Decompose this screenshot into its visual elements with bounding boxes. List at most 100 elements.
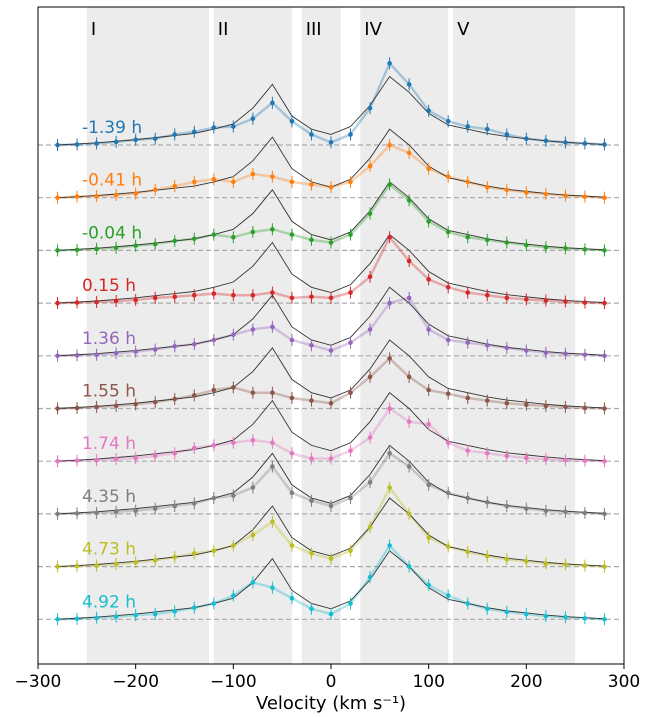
series-label: 0.15 h bbox=[82, 276, 136, 296]
data-point bbox=[484, 126, 490, 132]
data-point bbox=[231, 493, 236, 498]
data-point bbox=[270, 440, 275, 446]
data-point bbox=[406, 198, 412, 203]
data-point bbox=[582, 141, 588, 146]
data-point bbox=[367, 524, 373, 530]
data-point bbox=[191, 236, 197, 242]
data-point bbox=[348, 290, 353, 295]
data-point bbox=[367, 374, 373, 380]
data-point bbox=[406, 82, 412, 87]
data-point bbox=[367, 163, 373, 169]
data-point bbox=[250, 292, 256, 298]
data-point bbox=[602, 564, 607, 569]
data-point bbox=[113, 245, 119, 251]
data-point bbox=[543, 613, 549, 619]
x-tick-label: −100 bbox=[210, 672, 257, 692]
data-point bbox=[289, 395, 295, 401]
data-point bbox=[74, 511, 80, 516]
series-label: 4.35 h bbox=[82, 487, 136, 507]
data-point bbox=[328, 400, 334, 406]
data-point bbox=[113, 561, 119, 567]
data-point bbox=[191, 605, 197, 611]
data-point bbox=[250, 171, 256, 177]
model-line bbox=[57, 392, 605, 462]
data-point bbox=[406, 150, 412, 156]
data-point bbox=[231, 124, 236, 129]
data-point bbox=[543, 403, 549, 409]
model-line bbox=[57, 75, 605, 146]
data-point bbox=[250, 532, 256, 538]
data-point bbox=[270, 324, 275, 330]
data-point bbox=[113, 298, 119, 304]
data-point bbox=[133, 243, 138, 248]
data-point bbox=[484, 606, 490, 612]
data-point bbox=[328, 184, 334, 190]
data-point bbox=[270, 585, 275, 590]
data-point bbox=[524, 559, 529, 564]
data-point bbox=[387, 182, 392, 187]
data-point bbox=[563, 140, 568, 145]
data-point bbox=[55, 142, 60, 148]
data-point bbox=[504, 453, 510, 459]
data-point bbox=[563, 457, 568, 463]
data-point bbox=[172, 183, 178, 189]
data-point bbox=[250, 116, 256, 121]
data-point bbox=[348, 232, 353, 237]
data-point bbox=[465, 495, 471, 501]
data-point bbox=[445, 440, 451, 446]
x-tick-label: −300 bbox=[15, 672, 62, 692]
data-point bbox=[387, 234, 392, 240]
data-point bbox=[445, 490, 451, 496]
region bbox=[213, 7, 292, 664]
data-point bbox=[348, 390, 353, 395]
data-point bbox=[289, 118, 295, 124]
data-point bbox=[426, 166, 431, 172]
data-point bbox=[406, 564, 412, 569]
data-point bbox=[387, 543, 392, 548]
data-point bbox=[309, 398, 314, 403]
data-point bbox=[602, 617, 607, 622]
region-label: III bbox=[306, 19, 322, 40]
data-point bbox=[211, 495, 217, 501]
data-point bbox=[94, 457, 99, 463]
data-point bbox=[504, 503, 510, 509]
data-point bbox=[211, 232, 217, 237]
data-point bbox=[231, 385, 236, 390]
series-label: 4.73 h bbox=[82, 540, 136, 560]
x-tick-label: −200 bbox=[112, 672, 159, 692]
data-point bbox=[152, 295, 158, 301]
data-point bbox=[113, 456, 119, 462]
data-point bbox=[563, 299, 568, 304]
data-point bbox=[367, 274, 373, 280]
data-point bbox=[504, 187, 510, 193]
data-point bbox=[367, 105, 373, 111]
data-point bbox=[231, 543, 236, 548]
data-point bbox=[543, 456, 549, 462]
data-point bbox=[74, 405, 80, 411]
data-point bbox=[524, 455, 529, 461]
data-point bbox=[406, 295, 412, 301]
data-point bbox=[152, 611, 158, 617]
data-point bbox=[602, 406, 607, 411]
data-point bbox=[55, 564, 60, 569]
data-point bbox=[172, 503, 178, 509]
data-point bbox=[113, 509, 119, 515]
data-point bbox=[387, 406, 392, 411]
data-point bbox=[74, 563, 80, 569]
series-label: 1.36 h bbox=[82, 329, 136, 349]
data-point bbox=[504, 556, 510, 562]
data-point bbox=[309, 342, 314, 348]
data-point bbox=[406, 511, 412, 517]
data-point bbox=[426, 535, 431, 540]
data-point bbox=[484, 553, 490, 559]
data-point bbox=[504, 240, 510, 245]
data-point bbox=[211, 176, 217, 182]
data-point bbox=[367, 327, 373, 332]
data-point bbox=[563, 245, 568, 251]
data-point bbox=[309, 182, 314, 187]
series-label: -0.04 h bbox=[82, 223, 142, 243]
data-point bbox=[504, 132, 510, 137]
data-point bbox=[191, 393, 197, 398]
x-tick-label: 0 bbox=[326, 672, 337, 692]
data-point bbox=[172, 132, 178, 137]
